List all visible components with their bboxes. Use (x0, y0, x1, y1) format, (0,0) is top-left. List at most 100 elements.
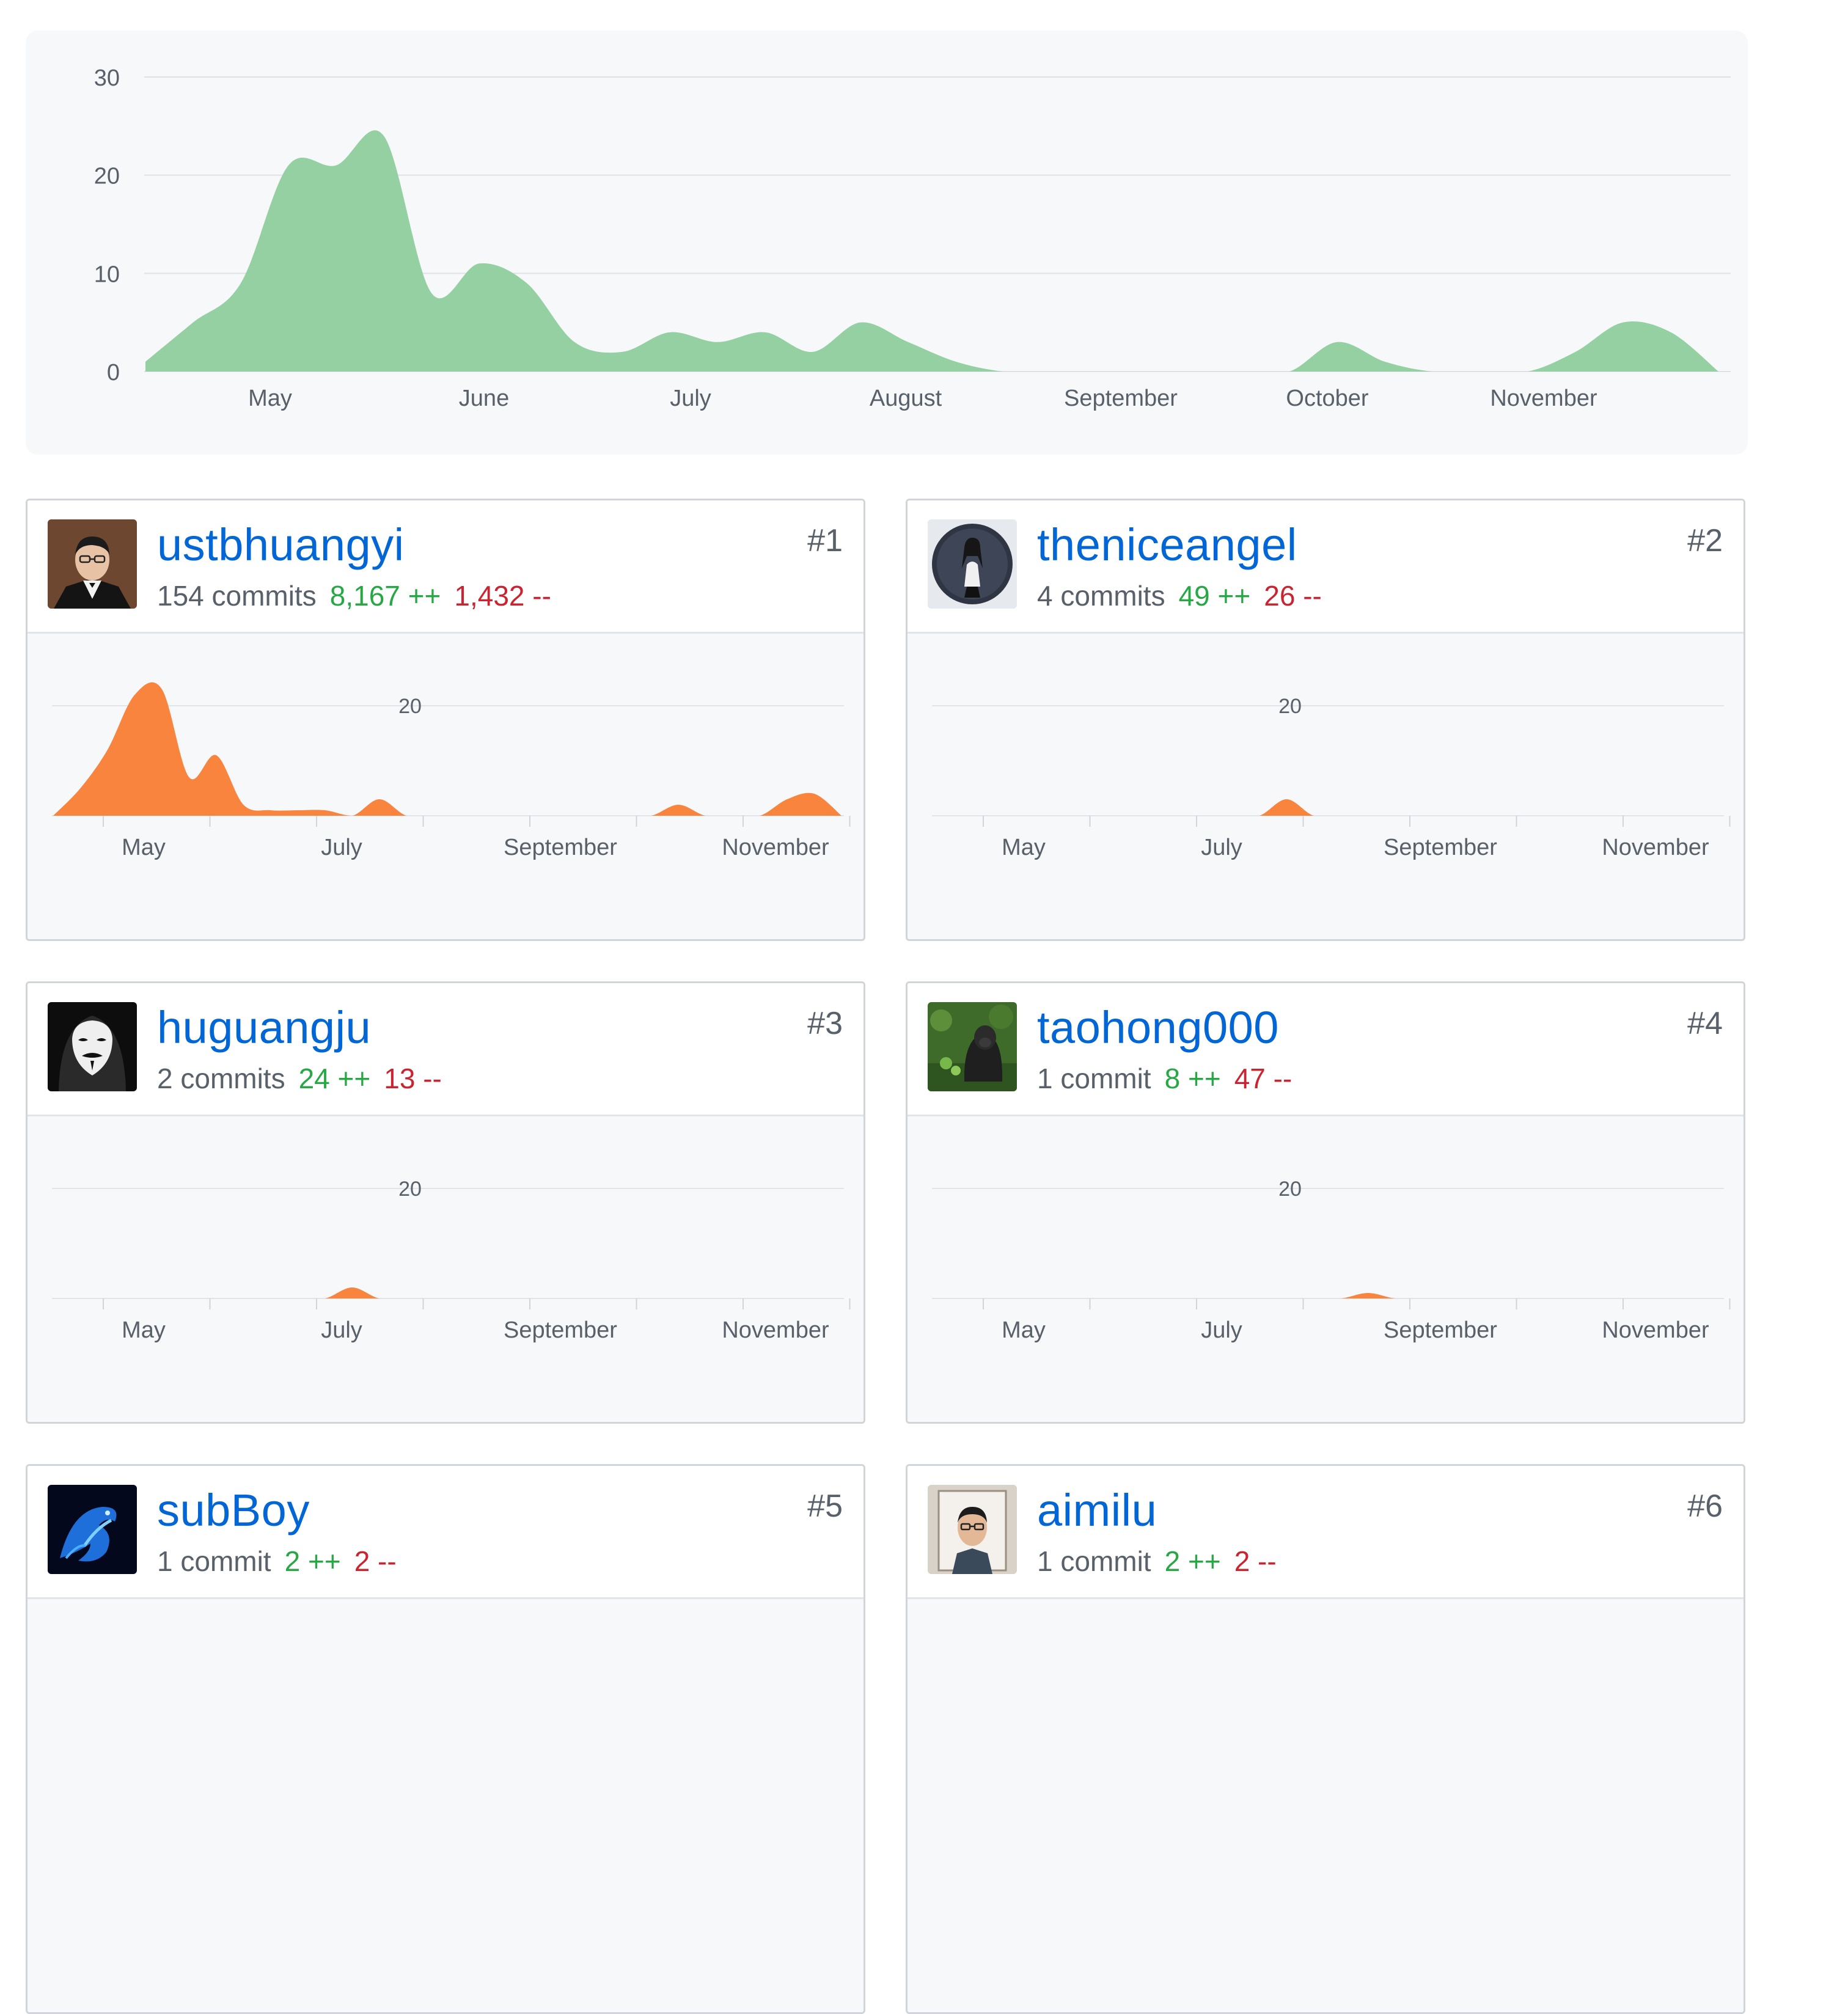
contributor-rank: #5 (807, 1489, 843, 1524)
contributions-graph: 0 10 20 30 May June July August September October… (26, 31, 1748, 455)
contributor-name-link[interactable]: taohong000 (1037, 1002, 1279, 1053)
contributor-rank: #3 (807, 1006, 843, 1041)
deletions-count: 1,432 -- (454, 580, 551, 612)
x-tick-label: July (1201, 835, 1242, 860)
x-tick-label: August (870, 386, 942, 411)
contributor-rank: #2 (1687, 523, 1723, 558)
x-tick-label: May (248, 386, 292, 411)
contributor-stats: 4 commits 49 ++ 26 -- (1037, 579, 1322, 613)
contributor-name-link[interactable]: theniceangel (1037, 519, 1297, 570)
contributor-stats: 1 commit 2 ++ 2 -- (157, 1544, 397, 1578)
anime-girl-icon[interactable] (928, 519, 1017, 609)
contributor-name-link[interactable]: subBoy (157, 1485, 310, 1536)
x-tick-label: September (1384, 1317, 1497, 1343)
y-tick-label: 30 (94, 65, 120, 91)
x-tick-label: September (504, 1317, 617, 1343)
commits-area (145, 130, 1718, 372)
man-with-glasses-icon[interactable] (928, 1485, 1017, 1574)
y-tick-label: 20 (398, 695, 422, 718)
contributor-graph: 20 May July September November (28, 1116, 864, 1422)
y-tick-label: 20 (398, 1177, 422, 1201)
x-tick-label: July (321, 1317, 362, 1343)
contributor-graph: 20 May July September November (908, 634, 1744, 939)
commit-count[interactable]: 4 commits (1037, 580, 1165, 612)
y-tick-label: 0 (107, 360, 120, 386)
contributor-chart: 20 May July September November (932, 695, 1731, 860)
contributor-chart: 20 May July September November (52, 682, 851, 860)
deletions-count: 47 -- (1234, 1063, 1292, 1094)
contributor-header: theniceangel 4 commits 49 ++ 26 -- #2 (908, 500, 1744, 634)
additions-count: 49 ++ (1178, 580, 1251, 612)
contributor-name-link[interactable]: aimilu (1037, 1485, 1157, 1536)
commit-count[interactable]: 1 commit (1037, 1545, 1151, 1577)
x-tick-label: September (504, 835, 617, 860)
contributions-chart: 0 10 20 30 May June July August September October… (94, 65, 1731, 411)
y-tick-label: 20 (94, 164, 120, 189)
contributor-stats: 2 commits 24 ++ 13 -- (157, 1061, 442, 1096)
x-tick-label: July (321, 835, 362, 860)
contributor-graph (28, 1599, 864, 2012)
x-tick-label: November (1602, 1317, 1709, 1343)
contributor-graph (908, 1599, 1744, 2012)
commit-count[interactable]: 154 commits (157, 580, 317, 612)
x-tick-label: November (1602, 835, 1709, 860)
deletions-count: 26 -- (1264, 580, 1322, 612)
contributor-graph: 20 May July September November (28, 634, 864, 939)
commits-area (933, 1293, 1722, 1298)
additions-count: 2 ++ (284, 1545, 341, 1577)
commit-count[interactable]: 1 commit (1037, 1063, 1151, 1094)
x-tick-label: November (722, 1317, 829, 1343)
person-in-suit-icon[interactable] (48, 519, 137, 609)
x-tick-label: July (670, 386, 711, 411)
x-tick-label: May (122, 1317, 166, 1343)
x-tick-label: July (1201, 1317, 1242, 1343)
x-tick-label: May (1002, 1317, 1046, 1343)
x-tick-label: November (722, 835, 829, 860)
contributor-card: ustbhuangyi 154 commits 8,167 ++ 1,432 -- … (26, 499, 865, 941)
contributor-stats: 1 commit 8 ++ 47 -- (1037, 1061, 1292, 1096)
contributor-card: huguangju 2 commits 24 ++ 13 -- #3 20 May Ju… (26, 981, 865, 1424)
commit-count[interactable]: 2 commits (157, 1063, 285, 1094)
y-tick-label: 20 (1278, 1177, 1302, 1201)
x-tick-label: September (1064, 386, 1178, 411)
contributor-name-link[interactable]: huguangju (157, 1002, 372, 1053)
x-tick-label: May (122, 835, 166, 860)
anonymous-mask-icon[interactable] (48, 1002, 137, 1091)
x-tick-label: September (1384, 835, 1497, 860)
contributor-header: taohong000 1 commit 8 ++ 47 -- #4 (908, 983, 1744, 1116)
contributor-card: aimilu 1 commit 2 ++ 2 -- #6 (906, 1464, 1745, 2014)
contributor-chart: 20 May July September November (52, 1177, 851, 1343)
commits-area (53, 1287, 842, 1298)
blue-dragon-icon[interactable] (48, 1485, 137, 1574)
x-tick-label: November (1490, 386, 1597, 411)
commits-area (933, 799, 1722, 816)
additions-count: 8,167 ++ (329, 580, 441, 612)
contributor-header: huguangju 2 commits 24 ++ 13 -- #3 (28, 983, 864, 1116)
contributor-header: aimilu 1 commit 2 ++ 2 -- #6 (908, 1466, 1744, 1599)
contributor-graph: 20 May July September November (908, 1116, 1744, 1422)
contributor-stats: 154 commits 8,167 ++ 1,432 -- (157, 579, 551, 613)
commits-area (53, 682, 842, 816)
deletions-count: 2 -- (354, 1545, 397, 1577)
x-tick-label: June (459, 386, 509, 411)
additions-count: 24 ++ (298, 1063, 371, 1094)
contributor-header: subBoy 1 commit 2 ++ 2 -- #5 (28, 1466, 864, 1599)
additions-count: 8 ++ (1164, 1063, 1221, 1094)
contributor-chart: 20 May July September November (932, 1177, 1731, 1343)
contributor-card: theniceangel 4 commits 49 ++ 26 -- #2 20 Ma… (906, 499, 1745, 941)
x-tick-label: October (1286, 386, 1369, 411)
contributor-card: subBoy 1 commit 2 ++ 2 -- #5 (26, 1464, 865, 2014)
y-tick-label: 20 (1278, 695, 1302, 718)
contributor-rank: #1 (807, 523, 843, 558)
x-tick-label: May (1002, 835, 1046, 860)
contributor-name-link[interactable]: ustbhuangyi (157, 519, 405, 570)
y-tick-label: 10 (94, 262, 120, 287)
contributor-stats: 1 commit 2 ++ 2 -- (1037, 1544, 1277, 1578)
contributor-rank: #6 (1687, 1489, 1723, 1524)
deletions-count: 13 -- (384, 1063, 442, 1094)
deletions-count: 2 -- (1234, 1545, 1277, 1577)
contributor-card: taohong000 1 commit 8 ++ 47 -- #4 20 May Jul… (906, 981, 1745, 1424)
additions-count: 2 ++ (1164, 1545, 1221, 1577)
commit-count[interactable]: 1 commit (157, 1545, 271, 1577)
gorilla-icon[interactable] (928, 1002, 1017, 1091)
